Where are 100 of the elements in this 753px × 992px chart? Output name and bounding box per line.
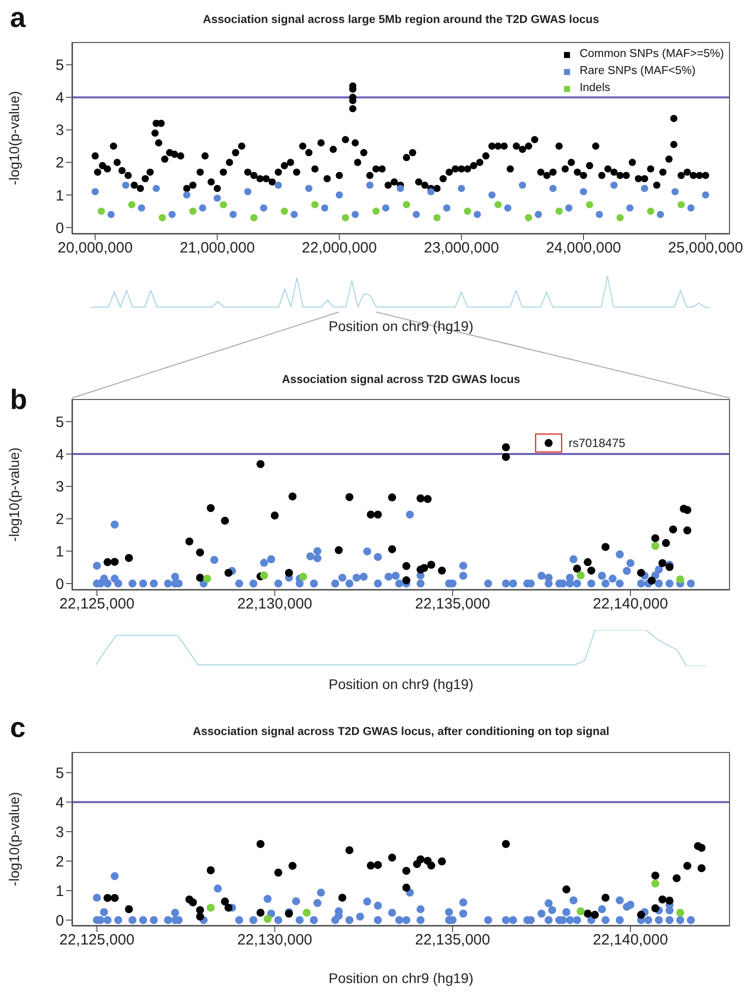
point (651, 872, 660, 880)
point (584, 558, 592, 566)
point (402, 201, 410, 208)
point (168, 210, 176, 218)
y-tick-label: 2 (56, 511, 64, 528)
point (256, 840, 265, 848)
x-tick-label: 22,000,000 (302, 240, 377, 257)
point (502, 452, 510, 461)
point (502, 443, 510, 452)
point (616, 214, 624, 222)
y-tick-label: 3 (56, 478, 64, 496)
point (352, 210, 359, 218)
point (683, 506, 692, 514)
point (374, 510, 382, 519)
point (427, 188, 435, 196)
text: c (10, 712, 26, 743)
point (658, 559, 666, 568)
point (196, 912, 204, 921)
point (138, 204, 146, 212)
point (388, 854, 396, 862)
point (122, 182, 130, 189)
x-tick-label: 22,140,000 (592, 932, 668, 949)
text: a (10, 2, 26, 33)
point (590, 910, 599, 919)
point (658, 895, 666, 904)
point (299, 572, 308, 581)
y-tick-label: 4 (56, 446, 64, 464)
point (576, 571, 585, 580)
point (651, 880, 660, 888)
point (402, 866, 410, 875)
chart-title: Association signal across T2D GWAS locus (280, 374, 522, 386)
point (345, 846, 354, 854)
y-tick-label: 2 (56, 154, 64, 172)
point (302, 908, 311, 917)
point (220, 201, 227, 208)
point (416, 855, 425, 864)
point (224, 568, 232, 577)
point (260, 204, 268, 212)
x-axis-title: Position on chr9 (hg19) (328, 676, 474, 692)
point (104, 894, 112, 902)
point (260, 571, 268, 580)
point (637, 568, 646, 577)
point (230, 210, 237, 218)
y-tick-label: 5 (56, 414, 64, 431)
point (672, 874, 681, 882)
point (284, 568, 293, 577)
point (250, 214, 258, 222)
point (366, 862, 375, 870)
point (342, 214, 350, 222)
point (183, 191, 190, 199)
point (494, 201, 502, 208)
point (203, 574, 212, 583)
point (189, 208, 196, 215)
y-axis-title: -log10(p-value) (6, 447, 22, 542)
y-tick-label: 5 (56, 764, 64, 782)
point (124, 554, 133, 562)
point (683, 862, 692, 870)
point (98, 208, 105, 215)
point (420, 564, 428, 572)
point (199, 204, 206, 212)
point (698, 844, 706, 852)
point (502, 840, 510, 848)
point (683, 526, 692, 534)
point (206, 504, 215, 512)
point (110, 558, 119, 566)
point (206, 904, 215, 912)
y-axis-title: -log10(p-value) (6, 90, 22, 186)
point (671, 188, 679, 196)
y-axis-title: -log10(p-value) (6, 792, 22, 886)
point (280, 208, 288, 215)
point (224, 904, 232, 912)
point (586, 201, 594, 208)
point (256, 908, 265, 917)
point (596, 210, 603, 218)
point (188, 898, 197, 906)
point (602, 894, 610, 902)
x-tick-label: 25,000,000 (668, 240, 744, 257)
point (196, 574, 204, 582)
point (220, 516, 229, 525)
x-tick-label: 23,000,000 (424, 240, 499, 257)
point (270, 512, 279, 520)
point (651, 542, 660, 550)
point (274, 868, 282, 877)
point (185, 537, 194, 546)
point (338, 894, 346, 902)
point (488, 191, 496, 199)
y-tick-label: 1 (56, 187, 64, 204)
point (702, 191, 710, 199)
point (584, 910, 592, 918)
text: b (10, 384, 28, 415)
point (396, 184, 404, 192)
point (158, 214, 166, 222)
point (374, 860, 382, 869)
y-tick-label: 1 (56, 543, 64, 560)
point (366, 182, 374, 189)
point (433, 214, 441, 222)
y-tick-label: 5 (56, 57, 64, 74)
point (474, 210, 481, 218)
point (464, 208, 472, 215)
point (402, 562, 410, 570)
